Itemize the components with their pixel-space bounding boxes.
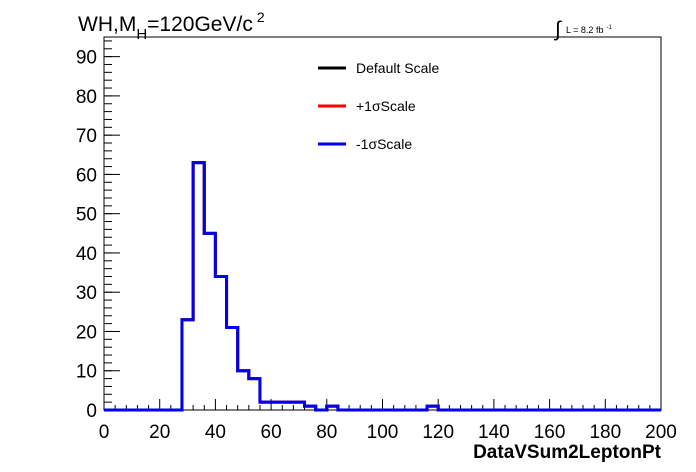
- x-axis-title: DataVSum2LeptonPt: [473, 442, 662, 463]
- title-superscript: 2: [257, 9, 265, 25]
- title-rest: =120GeV/c: [147, 13, 253, 36]
- plot-frame: [103, 36, 662, 411]
- x-tick-label: 200: [645, 422, 677, 443]
- y-tick-label: 20: [76, 322, 97, 343]
- x-tick-label: 100: [367, 422, 399, 443]
- x-tick-label: 0: [99, 422, 110, 443]
- y-tick-label: 50: [76, 205, 97, 226]
- title-main: WH,M: [78, 13, 136, 36]
- y-tick-label: 30: [76, 283, 97, 304]
- y-tick-label: 60: [76, 165, 97, 186]
- lumi-superscript: -1: [606, 25, 612, 31]
- y-tick-label: 10: [76, 362, 97, 383]
- y-tick-label: 70: [76, 126, 97, 147]
- series-line-1: [104, 161, 661, 412]
- y-tick-label: 80: [76, 87, 97, 108]
- svg-text:L = 8.2 fb-1: L = 8.2 fb -1: [566, 25, 612, 35]
- y-tick-label: 40: [76, 244, 97, 265]
- chart-title: WH,MH=120GeV/c 2: [78, 9, 265, 43]
- series-line-2: [104, 161, 661, 412]
- y-tick-label: 0: [86, 401, 97, 422]
- lumi-text: L = 8.2 fb: [566, 25, 603, 35]
- x-tick-label: 80: [316, 422, 337, 443]
- x-tick-label: 40: [205, 422, 226, 443]
- svg-text:WH,MH=120GeV/c2: WH,MH=120GeV/c 2: [78, 9, 265, 43]
- integral-symbol: ∫: [554, 18, 562, 41]
- x-axis: 0 20 40 60 80 100 120 140 160 180 200: [99, 399, 677, 443]
- title-subscript: H: [136, 26, 147, 43]
- y-axis: 0 10 20 30 40 50 60 70 80 90: [76, 40, 120, 422]
- legend-label: Default Scale: [356, 60, 439, 76]
- legend-label: +1σScale: [356, 98, 416, 114]
- x-tick-label: 60: [261, 422, 282, 443]
- luminosity-label: ∫ L = 8.2 fb -1: [554, 18, 612, 41]
- x-tick-label: 160: [534, 422, 566, 443]
- x-tick-label: 180: [589, 422, 621, 443]
- y-tick-label: 90: [76, 48, 97, 69]
- x-tick-label: 20: [149, 422, 170, 443]
- x-tick-label: 140: [478, 422, 510, 443]
- series-line-3: [104, 161, 661, 412]
- legend-label: -1σScale: [356, 136, 412, 152]
- x-tick-label: 120: [422, 422, 454, 443]
- legend: Default Scale +1σScale -1σScale: [318, 60, 439, 152]
- series-layer: [104, 161, 661, 412]
